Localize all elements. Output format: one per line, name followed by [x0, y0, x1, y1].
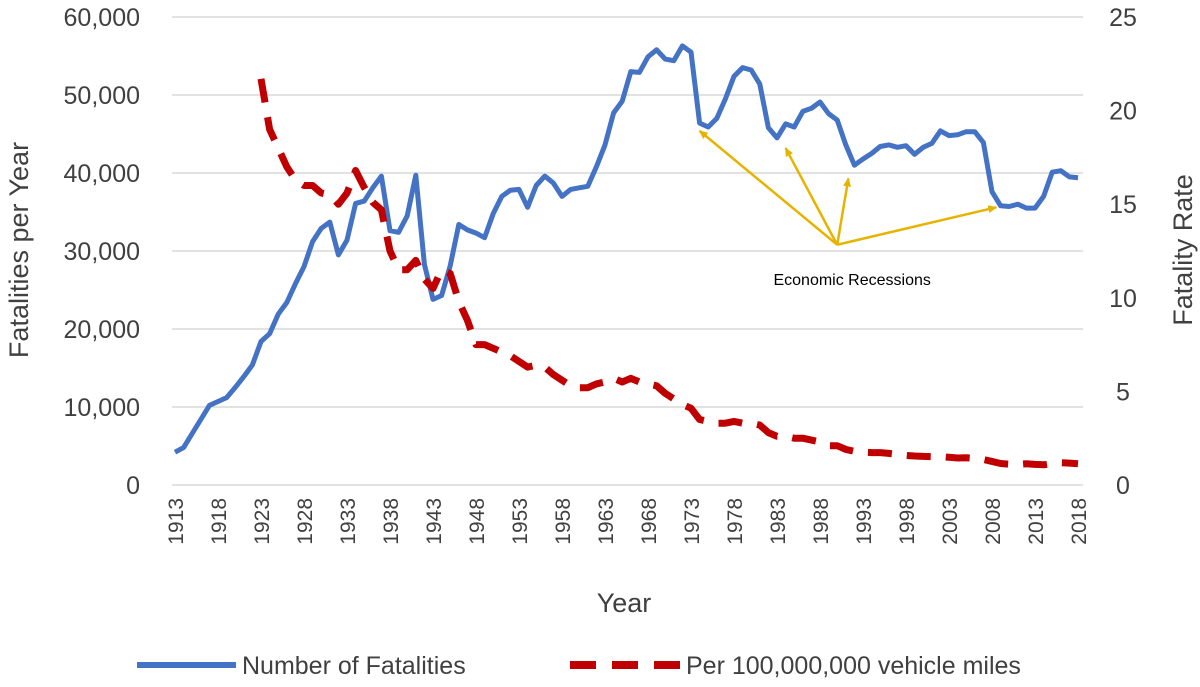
x-tick-label: 2018	[1068, 498, 1091, 545]
data-point-rate	[819, 440, 822, 443]
y2-tick-label: 5	[1116, 378, 1130, 406]
x-tick-label: 1928	[294, 498, 317, 545]
grid-layer	[172, 16, 1083, 486]
x-tick-label: 1953	[509, 498, 532, 545]
y2-tick-label: 0	[1116, 472, 1130, 500]
y-axis-title: Fatalities per Year	[4, 142, 34, 358]
series-line-rate	[257, 78, 1079, 469]
x-tick-label: 1933	[337, 498, 360, 545]
y-tick-label: 40,000	[64, 160, 140, 188]
data-point-rate	[862, 451, 865, 454]
legend-label-rate: Per 100,000,000 vehicle miles	[686, 652, 1021, 680]
legend-label-fatalities: Number of Fatalities	[242, 652, 466, 680]
data-point-rate	[328, 193, 331, 196]
annotation-economic-recessions: Economic Recessions	[773, 272, 930, 289]
x-tick-label: 1923	[251, 498, 274, 545]
data-point-rate	[604, 381, 607, 384]
series-line-fatalities	[173, 43, 1079, 455]
x-tick-label: 1968	[638, 498, 661, 545]
x-tick-label: 2008	[982, 498, 1005, 545]
recession-arrow	[835, 177, 851, 245]
data-point-rate	[294, 178, 297, 181]
data-point-rate	[647, 382, 650, 385]
x-tick-label: 1948	[466, 498, 489, 545]
recession-arrow	[698, 129, 838, 246]
y-tick-label: 50,000	[64, 82, 140, 110]
x-tick-label: 1993	[853, 498, 876, 545]
data-point-rate	[896, 453, 899, 456]
annotation-layer: Economic Recessions	[698, 129, 998, 289]
data-point-rate	[681, 403, 684, 406]
recession-arrow	[784, 147, 839, 246]
data-point-rate	[939, 455, 942, 458]
x-tick-label: 1913	[165, 498, 188, 545]
y2-tick-label: 25	[1109, 4, 1137, 32]
data-point-rate	[973, 457, 976, 460]
data-point-rate	[1016, 463, 1019, 466]
data-point-rate	[750, 422, 753, 425]
y-tick-label: 30,000	[64, 238, 140, 266]
x-tick-label: 1998	[896, 498, 919, 545]
x-tick-label: 1938	[380, 498, 403, 545]
y-tick-label: 60,000	[64, 4, 140, 32]
y-tick-label: 20,000	[64, 316, 140, 344]
data-point-rate	[543, 366, 546, 369]
data-point-rate	[1059, 461, 1062, 464]
data-point-rate	[707, 420, 710, 423]
data-point-rate	[277, 147, 280, 150]
data-point-rate	[827, 444, 830, 447]
y2-tick-label: 15	[1109, 191, 1137, 219]
y2-tick-label: 20	[1109, 98, 1137, 126]
y-tick-label: 10,000	[64, 394, 140, 422]
data-point-rate	[784, 435, 787, 438]
data-point-rate	[440, 268, 443, 271]
x-tick-label: 2003	[939, 498, 962, 545]
data-point-rate	[500, 351, 503, 354]
data-point-rate	[397, 268, 400, 271]
x-tick-label: 1943	[423, 498, 446, 545]
x-tick-label: 1958	[552, 498, 575, 545]
data-point-rate	[569, 384, 572, 387]
x-tick-label: 1983	[767, 498, 790, 545]
data-point-rate	[509, 354, 512, 357]
data-point-rate	[612, 377, 615, 380]
series-layer	[173, 43, 1079, 469]
data-point-rate	[853, 450, 856, 453]
x-tick-label: 1973	[681, 498, 704, 545]
x-tick-label: 1978	[724, 498, 747, 545]
x-tick-label: 2013	[1025, 498, 1048, 545]
y2-tick-label: 10	[1109, 285, 1137, 313]
y-tick-label: 0	[126, 472, 140, 500]
y2-axis-title: Fatality Rate	[1168, 174, 1198, 326]
x-tick-label: 1918	[208, 498, 231, 545]
legend: Number of Fatalities Per 100,000,000 veh…	[137, 652, 1021, 680]
data-point-rate	[457, 300, 460, 303]
data-point-rate	[1051, 462, 1054, 465]
data-point-rate	[535, 364, 538, 367]
recession-arrow	[836, 205, 998, 246]
x-tick-label: 1963	[595, 498, 618, 545]
x-tick-label: 1988	[810, 498, 833, 545]
data-point-rate	[715, 422, 718, 425]
x-axis-title: Year	[597, 588, 652, 618]
axis-layer: 0 10,000 20,000 30,000 40,000 50,000 60,000 0 5 1…	[64, 4, 1137, 545]
